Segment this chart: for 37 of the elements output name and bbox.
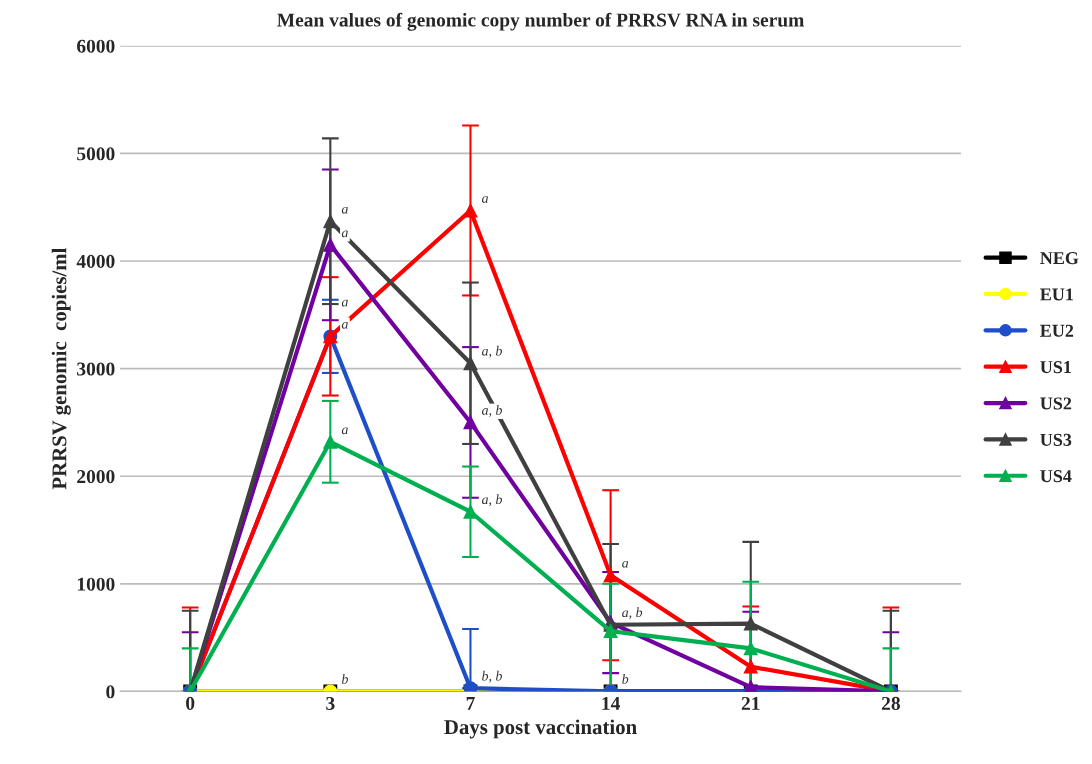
annotation: b (341, 674, 348, 684)
x-tick-label: 0 (186, 696, 195, 710)
y-tick-label: 5000 (77, 147, 115, 161)
x-axis-title: Days post vaccination (444, 719, 637, 739)
legend-label: US4 (1040, 470, 1072, 483)
annotation: a (341, 206, 348, 214)
annotation: a, b (482, 494, 502, 507)
legend-label: EU2 (1040, 324, 1074, 337)
annotation: b (622, 674, 629, 684)
legend-label: US2 (1040, 397, 1072, 410)
y-tick-label: 6000 (77, 39, 115, 53)
x-tick-label: 21 (741, 696, 760, 710)
annotation: a (341, 322, 348, 329)
annotation: b, b (482, 670, 502, 683)
annotation: a (341, 427, 348, 435)
annotation: a (482, 196, 488, 203)
annotation: a, b (482, 345, 502, 358)
x-tick-label: 14 (602, 696, 620, 710)
legend-label: EU1 (1040, 288, 1073, 301)
y-tick-label: 3000 (77, 362, 115, 376)
y-tick-label: 0 (106, 685, 115, 699)
annotation: a (341, 230, 348, 238)
y-tick-label: 2000 (77, 470, 115, 484)
annotation: a (341, 299, 348, 307)
y-tick-label: 1000 (77, 577, 115, 591)
chart-title: Mean values of genomic copy number of PRRSV RNA in serum (277, 12, 804, 31)
legend-label: NEG (1040, 252, 1079, 265)
x-tick-label: 3 (326, 696, 335, 710)
x-tick-label: 7 (466, 697, 475, 710)
legend-label: US1 (1040, 361, 1071, 374)
y-tick-label: 4000 (76, 254, 115, 268)
annotation: a, b (482, 405, 502, 417)
legend-label: US3 (1040, 433, 1072, 446)
annotation: a (622, 560, 629, 568)
y-axis-title: PRRSV genomic copies/ml (51, 247, 71, 490)
x-tick-label: 28 (881, 696, 900, 710)
annotation: a, b (622, 607, 643, 620)
